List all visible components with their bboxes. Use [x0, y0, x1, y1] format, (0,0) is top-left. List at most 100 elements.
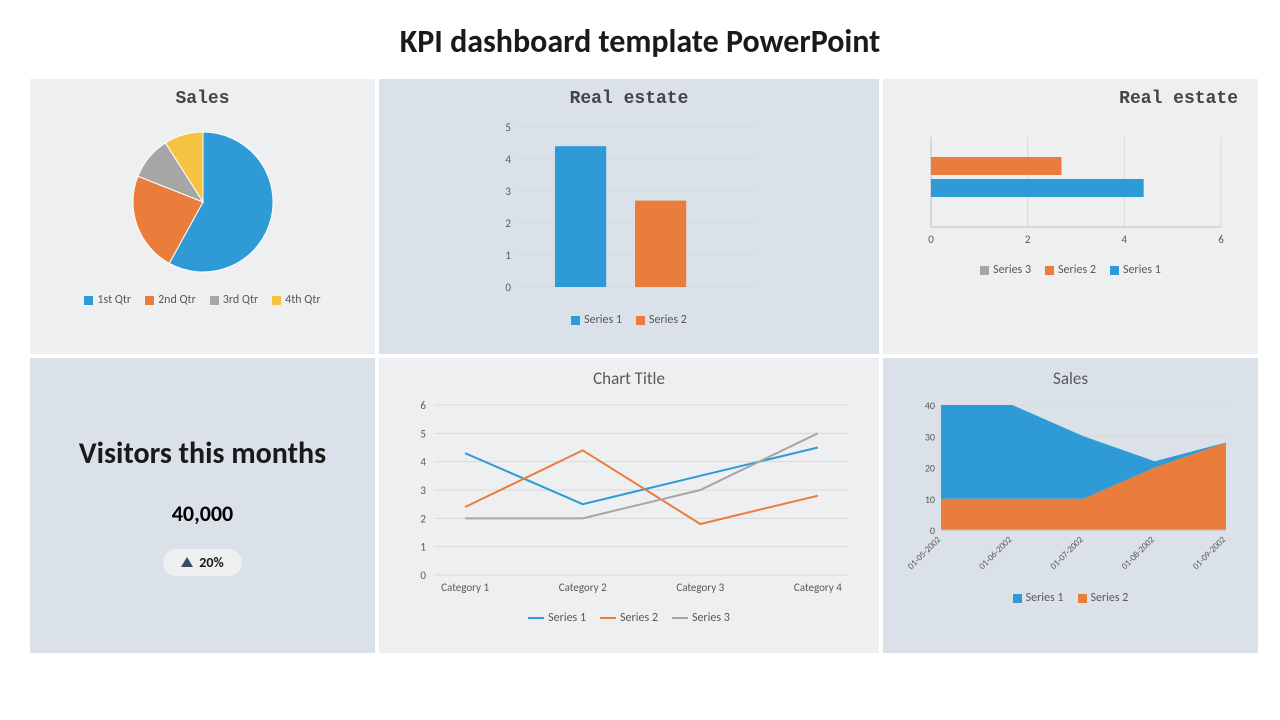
svg-text:1: 1	[420, 541, 426, 554]
svg-text:6: 6	[420, 399, 426, 412]
panel-bar-vertical: Real estate 0 1 2 3 4 5 Series 1 Series 2	[379, 79, 879, 354]
legend-item: Series 1	[1110, 263, 1161, 277]
panel-line: Chart Title 0 1 2 3 4 5 6 Category 1 Category 2 C…	[379, 358, 879, 653]
area-legend: Series 1 Series 2	[893, 591, 1248, 605]
legend-label: Series 2	[1058, 263, 1096, 277]
legend-label: Series 2	[1091, 591, 1129, 605]
legend-item: 1st Qtr	[84, 293, 131, 307]
legend-label: Series 1	[1123, 263, 1161, 277]
legend-item: 3rd Qtr	[210, 293, 258, 307]
barh-title: Real estate	[893, 89, 1248, 109]
svg-text:01-05-2002: 01-05-2002	[905, 534, 943, 572]
pie-chart	[103, 117, 303, 287]
bar-vertical-chart: 0 1 2 3 4 5	[479, 117, 779, 307]
area-chart: 01020304001-05-200201-06-200201-07-20020…	[901, 395, 1241, 585]
legend-swatch	[210, 296, 219, 305]
panel-bar-horizontal: Real estate 0246 Series 3Series 2Series …	[883, 79, 1258, 354]
visitors-title: Visitors this months	[79, 436, 326, 472]
legend-label: 3rd Qtr	[223, 293, 258, 307]
legend-swatch	[636, 316, 645, 325]
visitors-delta-badge: 20%	[163, 549, 241, 576]
legend-item: Series 2	[1078, 591, 1129, 605]
bar-horizontal-chart: 0 2 4 6	[901, 117, 1241, 257]
line-legend: Series 1 Series 2 Series 3	[389, 611, 869, 625]
legend-swatch	[980, 266, 989, 275]
svg-text:10: 10	[924, 493, 934, 506]
svg-text:0: 0	[420, 569, 426, 582]
svg-text:6: 6	[1218, 233, 1224, 246]
legend-swatch	[528, 617, 544, 619]
barv-legend: Series 1 Series 2	[389, 313, 869, 327]
svg-text:5: 5	[420, 427, 426, 440]
svg-text:2: 2	[1024, 233, 1030, 246]
svg-text:30: 30	[924, 430, 934, 443]
legend-swatch	[571, 316, 580, 325]
svg-text:3: 3	[505, 185, 511, 198]
legend-label: Series 1	[548, 611, 586, 625]
dashboard-grid: Sales 1st Qtr 2nd Qtr 3rd Qtr 4th Qtr Real …	[0, 79, 1280, 653]
legend-item: Series 2	[600, 611, 658, 625]
legend-swatch	[145, 296, 154, 305]
legend-label: 2nd Qtr	[158, 293, 196, 307]
svg-text:4: 4	[505, 153, 511, 166]
legend-item: Series 2	[636, 313, 687, 327]
svg-text:4: 4	[1121, 233, 1127, 246]
legend-label: Series 3	[993, 263, 1031, 277]
legend-item: Series 1	[528, 611, 586, 625]
legend-swatch	[1078, 594, 1087, 603]
legend-swatch	[1045, 266, 1054, 275]
legend-item: Series 3	[672, 611, 730, 625]
legend-swatch	[1013, 594, 1022, 603]
svg-text:0: 0	[928, 233, 934, 246]
legend-label: Series 3	[692, 611, 730, 625]
line-title: Chart Title	[389, 368, 869, 389]
legend-label: 4th Qtr	[285, 293, 320, 307]
legend-label: Series 1	[584, 313, 622, 327]
legend-item: 4th Qtr	[272, 293, 320, 307]
legend-label: 1st Qtr	[97, 293, 131, 307]
svg-text:20: 20	[924, 462, 934, 475]
barv-title: Real estate	[389, 89, 869, 109]
legend-swatch	[672, 617, 688, 619]
svg-text:40: 40	[924, 399, 934, 412]
page-title: KPI dashboard template PowerPoint	[0, 0, 1280, 79]
legend-item: Series 1	[1013, 591, 1064, 605]
legend-item: Series 1	[571, 313, 622, 327]
legend-item: Series 2	[1045, 263, 1096, 277]
legend-swatch	[272, 296, 281, 305]
pie-title: Sales	[40, 89, 365, 109]
panel-visitors: Visitors this months 40,000 20%	[30, 358, 375, 653]
svg-text:Category 4: Category 4	[794, 581, 842, 594]
legend-label: Series 2	[620, 611, 658, 625]
barh-legend: Series 3 Series 2 Series 1	[893, 263, 1248, 277]
panel-area: Sales 01020304001-05-200201-06-200201-07…	[883, 358, 1258, 653]
svg-text:5: 5	[505, 121, 511, 134]
legend-label: Series 2	[649, 313, 687, 327]
legend-item: Series 3	[980, 263, 1031, 277]
svg-text:Category 2: Category 2	[559, 581, 607, 594]
legend-label: Series 1	[1026, 591, 1064, 605]
svg-text:01-09-2002: 01-09-2002	[1190, 534, 1228, 572]
line-chart: 0 1 2 3 4 5 6 Category 1 Category 2 Category 3 Cat…	[394, 395, 864, 605]
legend-swatch	[600, 617, 616, 619]
svg-text:3: 3	[420, 484, 426, 497]
svg-text:01-07-2002: 01-07-2002	[1048, 534, 1086, 572]
svg-text:2: 2	[505, 217, 511, 230]
pie-legend: 1st Qtr 2nd Qtr 3rd Qtr 4th Qtr	[40, 293, 365, 307]
visitors-value: 40,000	[172, 500, 233, 527]
svg-text:2: 2	[420, 512, 426, 525]
svg-text:4: 4	[420, 456, 426, 469]
legend-item: 2nd Qtr	[145, 293, 196, 307]
legend-swatch	[1110, 266, 1119, 275]
area-title: Sales	[893, 368, 1248, 389]
svg-text:Category 1: Category 1	[441, 581, 489, 594]
legend-swatch	[84, 296, 93, 305]
svg-text:1: 1	[505, 249, 511, 262]
svg-text:01-06-2002: 01-06-2002	[976, 534, 1014, 572]
triangle-up-icon	[181, 557, 193, 567]
svg-text:0: 0	[505, 281, 511, 294]
visitors-delta: 20%	[199, 554, 223, 571]
svg-text:Category 3: Category 3	[676, 581, 724, 594]
svg-text:01-08-2002: 01-08-2002	[1119, 534, 1157, 572]
panel-pie-sales: Sales 1st Qtr 2nd Qtr 3rd Qtr 4th Qtr	[30, 79, 375, 354]
